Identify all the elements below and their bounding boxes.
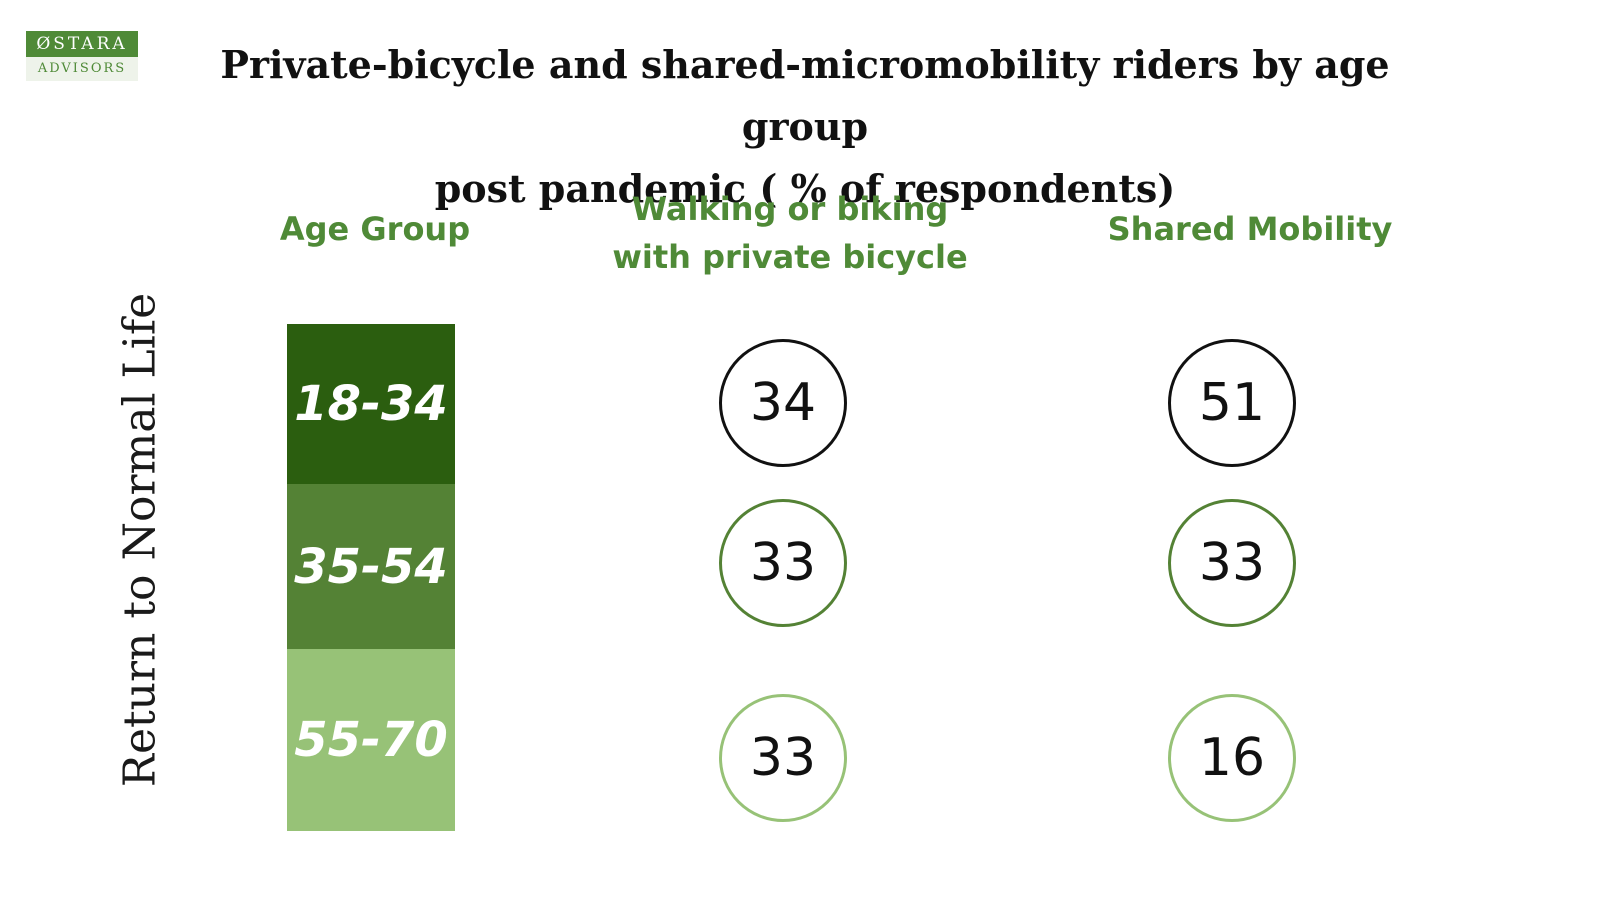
ostara-logo: ØSTARA ADVISORS [26,31,138,81]
chart-title: Private-bicycle and shared-micromobility… [160,34,1450,220]
age-group-35-54: 35-54 [287,484,455,649]
header-age-group: Age Group [279,210,471,248]
header-private-bicycle: Walking or biking with private bicycle [580,185,1000,281]
value-circle-shared-18-34: 51 [1168,339,1296,467]
chart-title-line-1: Private-bicycle and shared-micromobility… [220,42,1390,149]
value-circle-shared-55-70: 16 [1168,694,1296,822]
logo-top-text: ØSTARA [26,31,138,57]
header-private-line-1: Walking or biking [631,190,949,228]
side-label: Return to Normal Life [114,292,166,788]
header-private-line-2: with private bicycle [612,238,968,276]
value-circle-private-55-70: 33 [719,694,847,822]
chart-title-line-2: post pandemic ( % of respondents) [434,166,1176,211]
header-shared-mobility: Shared Mobility [1107,210,1393,248]
value-circle-private-35-54: 33 [719,499,847,627]
age-group-18-34: 18-34 [287,324,455,484]
age-group-stack: 18-34 35-54 55-70 [287,324,455,831]
value-circle-private-18-34: 34 [719,339,847,467]
value-circle-shared-35-54: 33 [1168,499,1296,627]
age-group-55-70: 55-70 [287,649,455,831]
logo-bottom-text: ADVISORS [26,57,138,81]
